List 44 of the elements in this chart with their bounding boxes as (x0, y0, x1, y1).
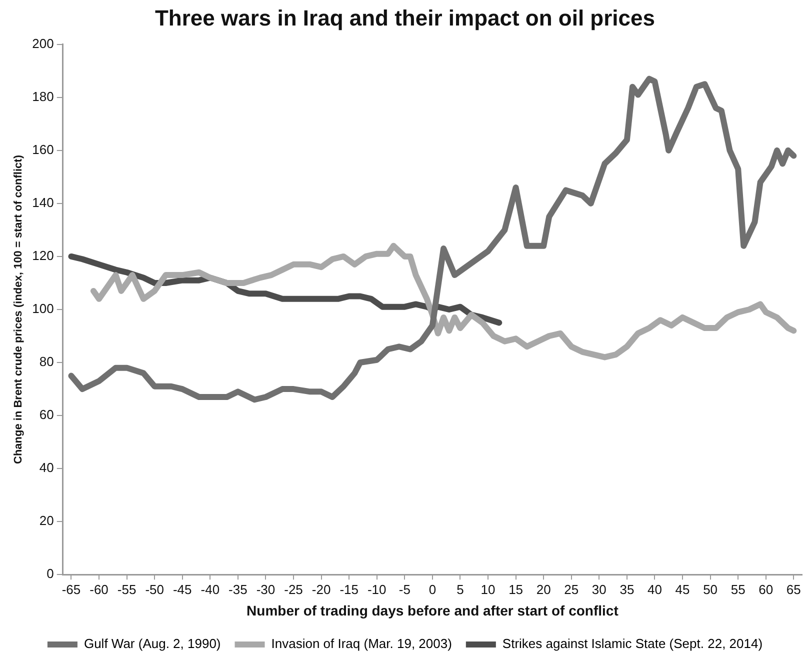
y-tick-label: 160 (32, 142, 54, 158)
x-tick-label: -45 (172, 582, 192, 597)
y-tick-label: 20 (39, 513, 54, 528)
y-tick-label: 120 (32, 248, 54, 264)
legend-label: Invasion of Iraq (Mar. 19, 2003) (271, 636, 452, 652)
x-tick-label: 60 (758, 582, 774, 597)
x-tick-label: -20 (312, 582, 331, 597)
x-tick-label: 40 (648, 582, 662, 597)
x-tick-label: 45 (675, 582, 690, 597)
x-tick-label: 50 (703, 582, 718, 597)
x-tick-label: -5 (398, 582, 410, 597)
x-tick-label: -10 (367, 582, 386, 597)
x-tick-label: -40 (200, 582, 220, 597)
x-tick-label: 55 (730, 582, 746, 597)
x-tick-label: -25 (284, 582, 303, 597)
legend-label: Gulf War (Aug. 2, 1990) (84, 636, 221, 652)
x-tick-label: 5 (456, 582, 464, 597)
y-tick-label: 200 (32, 36, 54, 51)
x-axis-title: Number of trading days before and after start of conflict (246, 602, 619, 618)
y-tick-label: 100 (32, 301, 54, 316)
x-tick-label: -35 (228, 582, 248, 597)
x-tick-label: 25 (564, 582, 579, 597)
y-axis-title: Change in Brent crude prices (index, 100 = start of conflict) (12, 154, 25, 464)
chart-title: Three wars in Iraq and their impact on oil prices (154, 5, 656, 30)
x-tick-label: -60 (90, 582, 108, 597)
x-tick-label: -30 (256, 582, 276, 597)
y-tick-label: 0 (46, 566, 54, 582)
x-tick-label: 65 (786, 582, 801, 597)
x-tick-label: 0 (428, 582, 436, 597)
y-tick-label: 180 (32, 89, 54, 104)
y-tick-label: 140 (32, 195, 54, 210)
y-tick-label: 40 (39, 460, 54, 476)
x-tick-label: 15 (508, 582, 524, 597)
x-tick-label: -55 (117, 582, 136, 597)
x-tick-label: 30 (592, 582, 606, 597)
x-tick-label: 10 (480, 582, 496, 597)
x-tick-label: -50 (145, 582, 164, 597)
y-tick-label: 80 (39, 354, 54, 370)
x-tick-label: -15 (340, 582, 358, 597)
legend-label: Strikes against Islamic State (Sept. 22, 2014) (502, 636, 763, 652)
x-tick-label: -65 (62, 582, 81, 597)
x-tick-label: 20 (536, 582, 551, 597)
y-tick-label: 60 (39, 407, 54, 422)
x-tick-label: 35 (620, 582, 634, 597)
